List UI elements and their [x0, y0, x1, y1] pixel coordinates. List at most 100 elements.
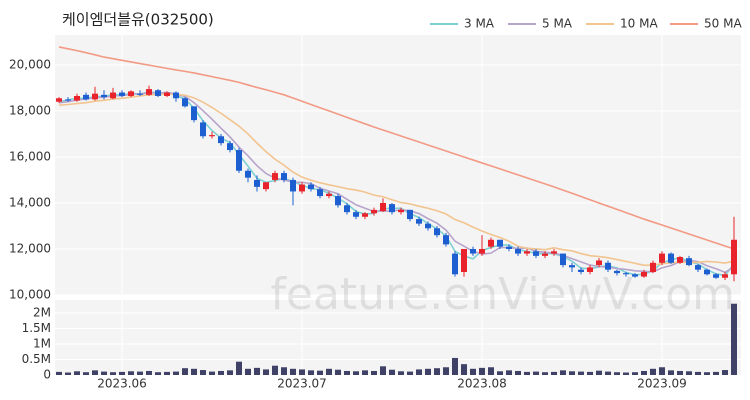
candle-body — [290, 179, 296, 192]
volume-bar — [497, 371, 503, 375]
candle-body — [578, 269, 584, 272]
candle-body — [623, 273, 629, 275]
candle-body — [164, 92, 170, 96]
candle-body — [317, 189, 323, 197]
candle-body — [506, 246, 512, 249]
candle-body — [515, 248, 521, 254]
volume-bar — [344, 370, 350, 375]
volume-bar — [443, 367, 449, 375]
candle-body — [497, 239, 503, 247]
candle-body — [425, 223, 431, 229]
y-tick-label: 1.5M — [22, 321, 51, 335]
volume-bar — [380, 366, 386, 375]
candle-body — [65, 99, 71, 101]
volume-bar — [614, 372, 620, 375]
candle-body — [470, 248, 476, 254]
candle-body — [560, 253, 566, 266]
y-tick-label: 0.5M — [22, 352, 51, 366]
volume-bar — [470, 368, 476, 375]
volume-bar — [731, 303, 737, 375]
ma-line — [58, 93, 735, 267]
candle-body — [524, 251, 530, 254]
volume-bar — [200, 370, 206, 375]
candle-body — [488, 239, 494, 247]
candle-body — [722, 274, 728, 278]
volume-bar — [263, 369, 269, 375]
volume-bar — [605, 371, 611, 375]
volume-bar — [524, 371, 530, 375]
candle-body — [605, 262, 611, 270]
volume-bar — [488, 367, 494, 375]
y-tick-label: 1M — [33, 337, 51, 351]
candle-body — [128, 91, 134, 96]
candle-body — [119, 92, 125, 96]
volume-bar — [452, 357, 458, 375]
volume-bar — [506, 370, 512, 375]
volume-bar — [119, 371, 125, 375]
volume-bar — [299, 369, 305, 375]
candle-body — [596, 260, 602, 266]
volume-bar — [560, 370, 566, 375]
candle-body — [227, 143, 233, 151]
candle-body — [353, 212, 359, 217]
chart-title: 케이엠더블유(032500) — [62, 11, 214, 29]
volume-bar — [236, 361, 242, 375]
volume-bar — [326, 368, 332, 375]
legend-label: 10 MA — [620, 17, 658, 31]
y-tick-label: 2M — [33, 306, 51, 320]
candle-body — [389, 204, 395, 213]
candle-body — [713, 274, 719, 278]
volume-bar — [308, 370, 314, 375]
candle-body — [326, 193, 332, 197]
candle-body — [209, 135, 215, 137]
candle-body — [371, 209, 377, 214]
volume-bar — [245, 368, 251, 375]
volume-bar — [362, 370, 368, 375]
volume-bar — [92, 370, 98, 375]
volume-bar — [182, 368, 188, 375]
volume-bar — [398, 371, 404, 375]
x-tick-label: 2023.09 — [637, 377, 687, 391]
candle-body — [155, 90, 161, 96]
legend-label: 5 MA — [542, 17, 573, 31]
candle-body — [479, 248, 485, 254]
legend-label: 3 MA — [464, 17, 495, 31]
candle-body — [407, 209, 413, 220]
volume-bar — [146, 370, 152, 375]
volume-bar — [479, 367, 485, 375]
candle-body — [173, 92, 179, 99]
volume-bar — [281, 367, 287, 375]
volume-bar — [371, 370, 377, 375]
volume-bar — [542, 372, 548, 375]
candle-body — [380, 202, 386, 212]
volume-bar — [56, 371, 62, 375]
watermark: feature.enViewV.com — [270, 269, 735, 320]
candle-body — [416, 219, 422, 224]
candle-body — [299, 184, 305, 192]
candle-body — [632, 274, 638, 277]
volume-bar — [695, 371, 701, 375]
candle-body — [137, 93, 143, 95]
volume-bar — [407, 371, 413, 375]
candle-body — [254, 179, 260, 187]
volume-bar — [434, 368, 440, 375]
volume-bar — [596, 370, 602, 375]
y-tick-label: 20,000 — [9, 57, 51, 71]
volume-bar — [83, 372, 89, 375]
candle-body — [218, 136, 224, 144]
candle-body — [74, 95, 80, 101]
candle-body — [272, 173, 278, 180]
volume-bar — [389, 369, 395, 375]
volume-bar — [533, 371, 539, 375]
candle-body — [245, 170, 251, 178]
candle-body — [344, 205, 350, 213]
volume-bar — [101, 371, 107, 375]
candle-body — [704, 269, 710, 275]
candle-body — [695, 265, 701, 270]
y-tick-label: 0 — [43, 368, 51, 382]
volume-bar — [218, 370, 224, 375]
candle-body — [641, 271, 647, 277]
candle-body — [182, 98, 188, 107]
volume-bar — [74, 371, 80, 375]
